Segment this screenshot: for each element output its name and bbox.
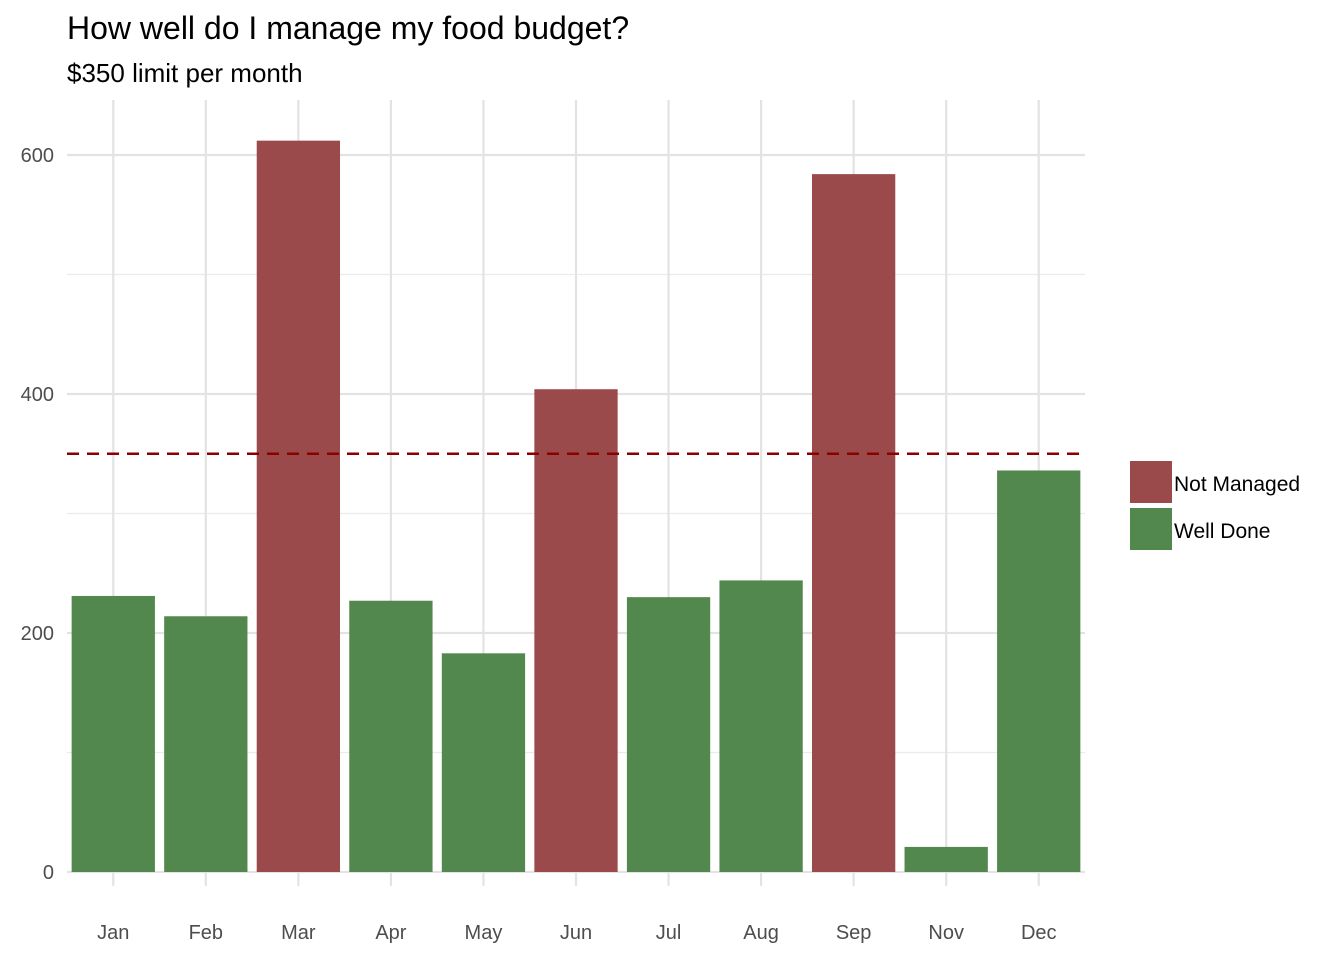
bar-feb bbox=[164, 616, 248, 872]
legend-label: Well Done bbox=[1174, 520, 1271, 543]
y-tick-label: 600 bbox=[21, 145, 54, 167]
x-tick-label: Feb bbox=[189, 922, 223, 944]
legend-swatch bbox=[1130, 461, 1172, 503]
y-tick-label: 200 bbox=[21, 623, 54, 645]
y-tick-label: 400 bbox=[21, 384, 54, 406]
bar-jan bbox=[71, 595, 155, 872]
bar-sep bbox=[811, 174, 896, 872]
bars bbox=[71, 140, 1081, 872]
bar-may bbox=[441, 653, 526, 872]
x-tick-label: Sep bbox=[836, 922, 872, 944]
x-tick-label: Jul bbox=[656, 922, 682, 944]
legend: Not Managed Well Done bbox=[1130, 461, 1300, 550]
x-tick-label: Apr bbox=[375, 922, 406, 944]
legend-swatch bbox=[1130, 508, 1172, 550]
x-axis: Jan Feb Mar Apr May Jun Jul Aug Sep Nov Dec bbox=[97, 922, 1056, 944]
x-tick-label: Aug bbox=[743, 922, 779, 944]
x-tick-label: May bbox=[465, 922, 503, 944]
bar-mar bbox=[256, 140, 341, 872]
chart-subtitle: $350 limit per month bbox=[67, 58, 303, 88]
legend-label: Not Managed bbox=[1174, 473, 1300, 496]
x-tick-label: Dec bbox=[1021, 922, 1057, 944]
x-tick-label: Jun bbox=[560, 922, 592, 944]
y-tick-label: 0 bbox=[43, 862, 54, 884]
chart-title: How well do I manage my food budget? bbox=[67, 10, 630, 46]
bar-apr bbox=[349, 600, 433, 872]
y-axis: 0 200 400 600 bbox=[21, 145, 54, 884]
x-tick-label: Mar bbox=[281, 922, 316, 944]
bar-dec bbox=[997, 470, 1081, 872]
bar-nov bbox=[904, 846, 988, 872]
x-tick-label: Jan bbox=[97, 922, 129, 944]
bar-jun bbox=[534, 389, 618, 872]
bar-jul bbox=[626, 597, 711, 872]
x-tick-label: Nov bbox=[928, 922, 964, 944]
bar-aug bbox=[719, 580, 803, 872]
